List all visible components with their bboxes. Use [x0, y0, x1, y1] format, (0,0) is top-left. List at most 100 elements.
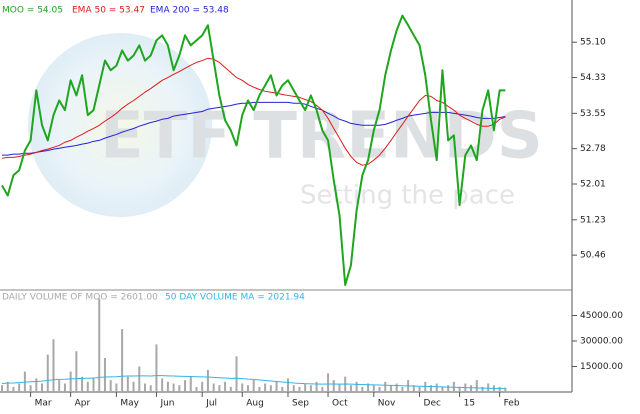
volume-bar: [470, 385, 473, 392]
volume-bar: [81, 376, 84, 392]
volume-bar: [52, 339, 55, 392]
volume-bar: [224, 381, 227, 392]
volume-bar: [86, 381, 89, 392]
volume-bar: [138, 366, 141, 392]
volume-bar: [241, 383, 244, 392]
volume-bar: [309, 385, 312, 392]
volume-bar: [504, 387, 507, 392]
volume-bar: [98, 298, 101, 392]
volume-bar: [412, 385, 415, 392]
volume-bar: [195, 386, 198, 392]
volume-bar: [395, 383, 398, 392]
y-tick-label: 15000.00: [580, 362, 623, 372]
y-tick-label: 55.10: [580, 38, 606, 48]
volume-bar: [92, 378, 95, 392]
x-tick-label: Jun: [159, 399, 174, 409]
legend-entry: 50 DAY VOLUME MA = 2021.94: [165, 293, 305, 303]
volume-bar: [367, 383, 370, 392]
y-tick-label: 50.46: [580, 251, 606, 261]
volume-bar: [63, 383, 66, 392]
volume-bar: [161, 378, 164, 392]
volume-bar: [275, 381, 278, 392]
volume-bar: [447, 385, 450, 392]
y-tick-label: 51.23: [580, 215, 606, 225]
y-tick-label: 54.33: [580, 73, 606, 83]
volume-bar: [304, 383, 307, 392]
volume-bar: [338, 383, 341, 392]
y-tick-label: 52.78: [580, 144, 606, 154]
volume-bar: [487, 383, 490, 392]
volume-bar: [349, 385, 352, 392]
volume-bar: [441, 386, 444, 392]
volume-bar: [184, 380, 187, 392]
volume-bar: [481, 386, 484, 392]
volume-bar: [269, 385, 272, 392]
price-line: [2, 101, 506, 156]
volume-bar: [46, 354, 49, 392]
volume-bar: [321, 386, 324, 392]
price-line: [1, 57, 506, 166]
x-tick-label: 15: [464, 399, 475, 409]
volume-bar: [355, 381, 358, 392]
x-tick-label: Sep: [292, 399, 309, 409]
volume-bar: [384, 381, 387, 392]
volume-bar: [235, 356, 238, 392]
x-tick-label: Oct: [332, 399, 348, 409]
x-tick-label: Dec: [424, 399, 441, 409]
volume-bar: [401, 386, 404, 392]
x-tick-label: Jul: [205, 399, 217, 409]
volume-bar: [475, 380, 478, 392]
volume-bar: [41, 383, 44, 392]
volume-bar: [189, 376, 192, 392]
watermark-title: ETF TRENDS: [100, 100, 543, 174]
legend-entry: MOO = 54.05: [2, 6, 63, 16]
volume-bar: [6, 381, 9, 392]
x-tick-label: May: [120, 399, 139, 409]
volume-bar: [58, 380, 61, 392]
volume-bar: [35, 378, 38, 392]
y-tick-label: 30000.00: [580, 337, 623, 347]
x-tick-label: Aug: [246, 399, 264, 409]
y-tick-label: 45000.00: [580, 311, 623, 321]
volume-bar: [206, 369, 209, 392]
volume-bar: [418, 386, 421, 392]
volume-bar: [155, 344, 158, 392]
volume-bar: [424, 381, 427, 392]
x-tick-label: Apr: [75, 399, 91, 409]
volume-bar: [435, 383, 438, 392]
legend-entry: EMA 200 = 53.48: [150, 6, 229, 16]
volume-bar: [1, 385, 3, 392]
y-tick-label: 52.01: [580, 180, 606, 190]
volume-bar: [115, 383, 118, 392]
volume-bar: [372, 385, 375, 392]
volume-bar: [75, 351, 78, 392]
volume-bar: [18, 383, 21, 392]
volume-bar: [458, 386, 461, 392]
volume-bar: [332, 380, 335, 392]
x-tick-label: Nov: [378, 399, 396, 409]
volume-bar: [149, 385, 152, 392]
volume-bar: [178, 385, 181, 392]
volume-bar: [252, 380, 255, 392]
price-line: [1, 14, 506, 286]
volume-bar: [287, 378, 289, 392]
volume-bar: [121, 329, 124, 392]
volume-bar: [389, 385, 392, 392]
x-tick-label: Mar: [35, 399, 52, 409]
volume-bar: [378, 386, 381, 392]
volume-bar: [12, 386, 15, 392]
volume-bar: [103, 358, 106, 392]
volume-bar: [126, 376, 129, 392]
volume-bar: [132, 381, 135, 392]
legend-entry: DAILY VOLUME OF MOO = 2601.00: [2, 293, 158, 303]
volume-bar: [430, 385, 432, 392]
volume-bar: [498, 386, 501, 392]
volume-ma-line: [1, 375, 506, 390]
volume-bar: [166, 381, 169, 392]
volume-bar: [201, 381, 204, 392]
volume-bar: [281, 386, 284, 392]
x-tick-label: Feb: [504, 399, 520, 409]
watermark-tagline: Setting the pace: [300, 181, 515, 211]
volume-bar: [218, 385, 221, 392]
